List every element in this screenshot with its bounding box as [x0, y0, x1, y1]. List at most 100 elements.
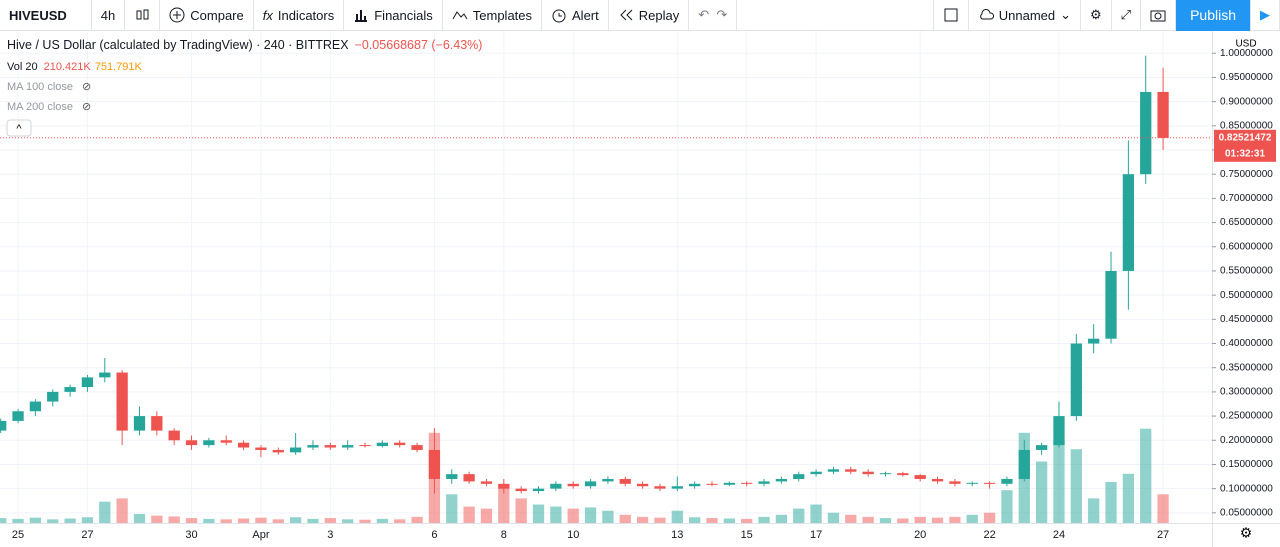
y-tick-label: 0.45000000	[1220, 314, 1273, 325]
candles	[0, 55, 1169, 494]
symbol[interactable]: HIVEUSD	[0, 0, 92, 31]
candle-body	[0, 420, 7, 431]
volume-bar	[949, 516, 961, 523]
y-tick-label: 0.95000000	[1220, 72, 1273, 83]
volume-bar	[359, 519, 371, 523]
hidden-icon[interactable]: ⊘	[82, 101, 91, 113]
alert-btn[interactable]: Alert	[542, 0, 609, 31]
label: Templates	[472, 7, 533, 23]
volume-bar	[47, 519, 59, 523]
candle-body	[723, 482, 735, 485]
candle-body	[237, 442, 250, 448]
replay-btn[interactable]: Replay	[609, 0, 690, 31]
candle-body	[324, 445, 336, 448]
volume-bar	[99, 501, 111, 523]
volume-bar	[532, 504, 545, 523]
x-tick-label: 22	[983, 529, 995, 541]
candle-body	[827, 469, 840, 472]
x-tick-label: 13	[671, 529, 683, 541]
volume-title: Vol 20	[7, 61, 38, 73]
financials-btn[interactable]: Financials	[344, 0, 443, 31]
candle-body	[758, 481, 770, 484]
compare-btn[interactable]: Compare	[160, 0, 254, 31]
volume-bar	[203, 518, 215, 523]
volume-bar	[1035, 461, 1048, 523]
x-tick-label: 8	[501, 529, 507, 541]
chart-style[interactable]	[125, 0, 161, 31]
volume-ma: 751.791K	[95, 61, 143, 73]
templates-btn[interactable]: Templates	[443, 0, 543, 31]
indicator[interactable]: MA 200 close	[7, 101, 73, 113]
settings-btn[interactable]: ⚙	[1081, 0, 1112, 31]
candle-body	[47, 391, 59, 402]
y-tick-label: 0.40000000	[1220, 338, 1273, 349]
volume-bar	[12, 518, 24, 523]
volume-bar	[289, 517, 302, 523]
volume-bar	[463, 506, 475, 523]
y-tick-label: 0.85000000	[1220, 120, 1273, 131]
candle-body	[845, 469, 857, 472]
hidden-icon[interactable]: ⊘	[82, 81, 91, 93]
volume-bar	[168, 516, 180, 523]
candle-body	[1070, 343, 1082, 417]
volume-bar	[185, 518, 198, 523]
layout-btn[interactable]: Unnamed ⌄	[969, 0, 1082, 31]
candle-body	[463, 474, 475, 482]
y-tick-label: 0.55000000	[1220, 266, 1273, 277]
volume-bar	[394, 519, 406, 523]
candle-body	[602, 478, 614, 482]
candle-body	[116, 372, 128, 431]
volume-bar	[411, 516, 423, 523]
volume-bar	[775, 514, 788, 523]
candle-body	[272, 449, 284, 453]
volume-bar	[723, 518, 735, 523]
volume-bar	[116, 498, 128, 523]
candle-body	[185, 440, 198, 446]
volume-bar	[810, 504, 822, 523]
volume-bar	[1001, 490, 1013, 523]
candle-body	[1140, 91, 1152, 175]
volume-bar	[446, 494, 458, 523]
candle-body	[636, 483, 649, 487]
candle-body	[983, 482, 996, 484]
volume-bar	[619, 514, 631, 523]
settings-gear[interactable]: ⚙	[1240, 525, 1253, 541]
volume-bar	[376, 518, 389, 523]
x-tick-label: 30	[185, 529, 197, 541]
play-btn[interactable]: ▶	[1250, 0, 1280, 31]
x-tick-label: 10	[567, 529, 579, 541]
toolbar: HIVEUSD 4h Compare fx Indicators Financia…	[0, 0, 1280, 31]
snapshot-btn[interactable]	[1141, 0, 1177, 31]
volume-bar	[1053, 441, 1065, 523]
volume-bar	[983, 512, 996, 523]
volume-bar	[1122, 473, 1135, 523]
x-tick-label: 3	[327, 529, 333, 541]
candle-body	[914, 475, 926, 479]
volume-bar	[0, 518, 7, 523]
volume-bar	[151, 515, 163, 523]
candle-body	[255, 447, 267, 450]
expand-btn[interactable]: ⤢	[1112, 0, 1142, 31]
candle-body	[654, 486, 666, 489]
y-tick-label: 0.65000000	[1220, 217, 1273, 228]
volume-value: 210.421K	[44, 61, 92, 73]
interval[interactable]: 4h	[92, 0, 126, 31]
volume-bar	[342, 519, 354, 523]
candle-body	[1035, 445, 1048, 450]
candle-body	[289, 447, 302, 453]
label: Indicators	[277, 7, 335, 23]
candle-body	[220, 440, 232, 443]
indicators-btn[interactable]: fx Indicators	[254, 0, 345, 31]
icon	[355, 10, 368, 22]
undo-redo[interactable]: ↶ ↷	[689, 0, 738, 31]
icon	[552, 9, 566, 23]
volume-bar	[255, 517, 267, 523]
candle-body	[411, 445, 423, 450]
volume-bar	[914, 516, 926, 523]
publish-btn[interactable]: Publish	[1176, 0, 1250, 31]
indicator[interactable]: MA 100 close	[7, 81, 73, 93]
volume-bar	[845, 514, 857, 523]
fullscreen-toggle[interactable]	[932, 0, 969, 31]
candle-body	[532, 488, 545, 492]
collapse-btn[interactable]	[6, 119, 32, 137]
